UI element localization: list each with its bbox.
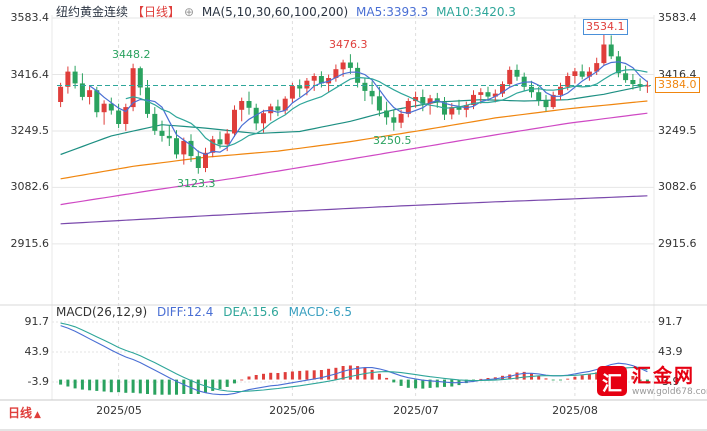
instrument-title: 纽约黄金连续: [56, 5, 129, 19]
period-selector-arrow-icon: ▲: [34, 410, 41, 420]
period-tag: 【日线】: [132, 5, 181, 19]
site-name: 汇金网: [632, 365, 696, 387]
ma-settings-label: MA(5,10,30,60,100,200): [201, 5, 349, 19]
macd-diff-label: DIFF:12.4: [156, 305, 214, 319]
period-selector[interactable]: 日线 ▲: [8, 404, 41, 421]
macd-dea-label: DEA:15.6: [223, 305, 279, 319]
huijin-logo[interactable]: 汇 汇金网 www.gold678.com: [597, 366, 707, 397]
ma10-value-label: MA10:3420.3: [436, 5, 516, 19]
site-url: www.gold678.com: [632, 387, 707, 397]
period-selector-label: 日线: [8, 406, 33, 420]
macd-value-label: MACD:-6.5: [288, 305, 353, 319]
macd-header: MACD(26,12,9) DIFF:12.4 DEA:15.6 MACD:-6…: [56, 305, 358, 319]
expand-icon[interactable]: ⊕: [184, 5, 195, 19]
chart-header: 纽约黄金连续 【日线】 ⊕ MA(5,10,30,60,100,200) MA5:3…: [56, 3, 520, 20]
macd-settings-label: MACD(26,12,9): [56, 305, 148, 319]
huijin-logo-mark-icon: 汇: [597, 366, 627, 396]
ma5-value-label: MA5:3393.3: [356, 5, 429, 19]
huijin-logo-text: 汇金网 www.gold678.com: [632, 366, 707, 397]
